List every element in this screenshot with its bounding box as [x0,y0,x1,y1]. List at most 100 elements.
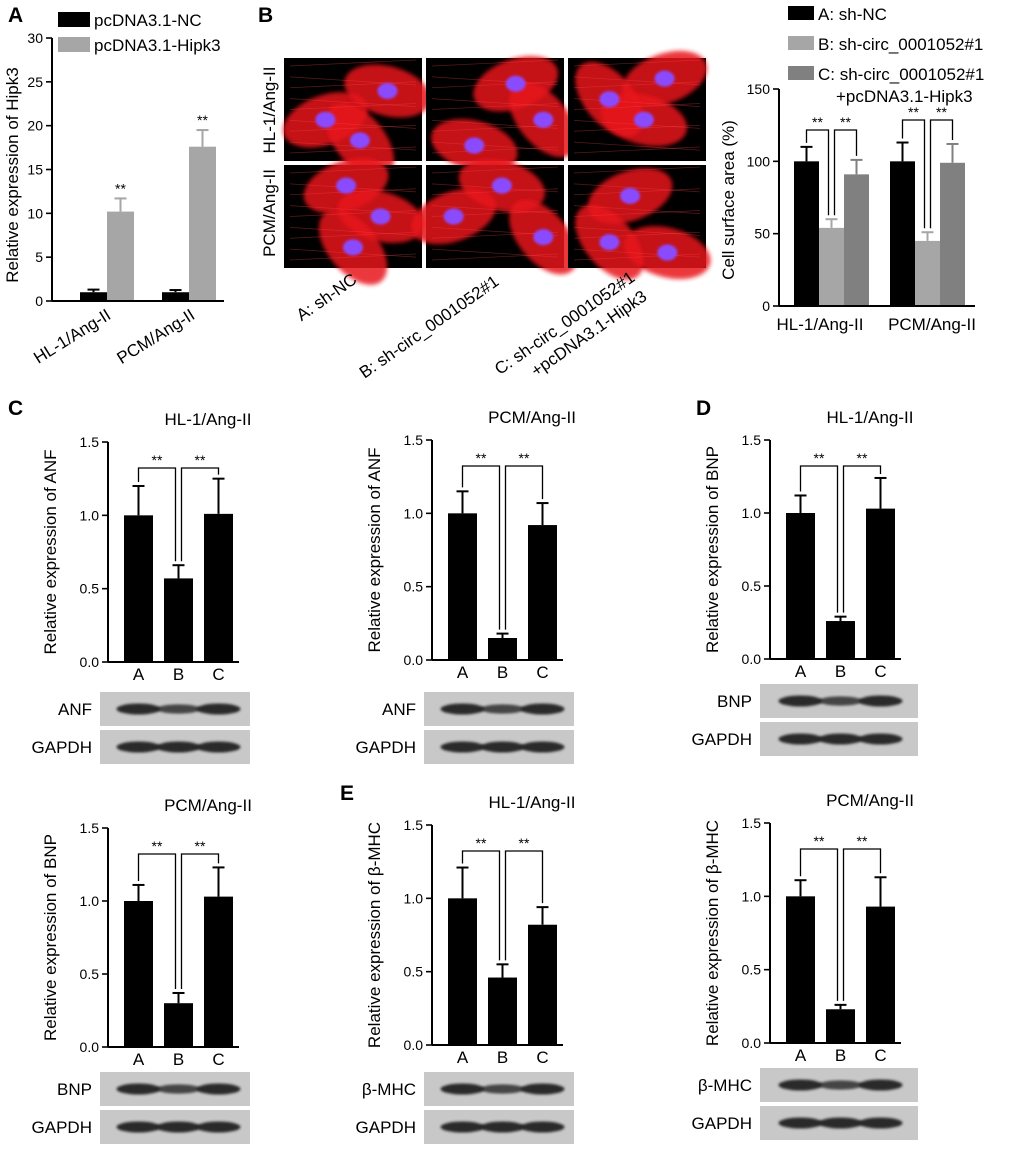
blot-label-bnp: BNP [57,1080,92,1099]
blot-band [858,695,903,707]
bar-b [488,638,517,660]
blot-band [156,704,201,714]
micrograph-hl1-c [568,50,707,161]
chart-c-pcm: 0.0 0.5 1.0 1.5 Relative expression of ANF PC… [365,408,576,682]
bar-nc [80,292,107,301]
significance-label: ** [476,835,487,851]
y-tick-label: 0.0 [742,651,762,667]
x-tick-label: A [133,665,145,684]
y-axis-label: Relative expression of ANF [365,447,384,652]
blot-band [440,741,485,753]
significance-bracket [461,465,501,630]
x-tick-label: PCM/Ang-II [114,305,199,368]
bar-b [826,621,855,659]
y-tick-label: 0.0 [742,1035,762,1051]
actin-fiber [289,81,417,89]
western-blot-c-pcm: ANF GAPDH [356,692,574,764]
y-tick-label: 1.5 [80,820,100,836]
actin-fiber [431,166,559,174]
significance-bracket [901,119,926,229]
x-tick-label: HL-1/Ang-II [30,305,114,367]
blot-band [818,733,863,745]
panel-letter-c: C [8,397,23,420]
y-tick-label: 0.5 [404,579,424,595]
blot-band [520,1083,565,1095]
blot-band [778,1117,823,1129]
actin-fiber [573,205,701,214]
significance-label: ** [195,838,206,854]
blot-band [520,1121,565,1133]
actin-fiber [431,205,559,214]
blot-label-gapdh: GAPDH [692,1114,752,1133]
column-label: B: sh-circ_0001052#1 [356,272,502,382]
legend-label: A: sh-NC [818,5,887,24]
actin-fiber [431,98,559,107]
actin-fiber [431,81,559,89]
bar-a [448,513,477,660]
y-axis-label: Relative expression of BNP [41,834,60,1041]
actin-fiber [289,146,417,154]
actin-fiber [289,120,417,129]
y-tick-label: 1.5 [404,432,424,448]
legend-swatch [788,6,814,20]
bar-series-1 [915,240,940,306]
significance-bracket [805,129,830,216]
chart-c-hl1: 0.0 0.5 1.0 1.5 Relative expression of ANF HL… [41,410,251,684]
bar-c [204,896,233,1047]
legend-swatch [58,37,90,52]
blot-band [156,1084,201,1094]
actin-fiber [573,231,701,239]
blot-band [196,1083,241,1095]
legend-label-continued: +pcDNA3.1-Hipk3 [836,87,973,106]
blot-band [196,1121,241,1133]
blot-label-gapdh: GAPDH [692,730,752,749]
chart-title: PCM/Ang-II [488,408,576,427]
panel-letter-b: B [258,4,273,27]
actin-fiber [431,253,559,261]
microscopy-panel: HL-1/Ang-II PCM/Ang-II A: sh-NCB: sh-circ_… [260,50,711,382]
actin-fiber [289,98,417,107]
x-tick-label: C [536,663,548,682]
actin-fiber [289,103,417,110]
bar-c [528,924,557,1045]
blot-band [778,733,823,745]
legend-swatch [788,36,814,50]
significance-bracket [929,119,954,229]
blot-label-gapdh: GAPDH [356,1118,416,1137]
western-blot-e-pcm: β-MHC GAPDH [692,1068,918,1140]
x-tick-label: HL-1/Ang-II [777,315,864,334]
actin-fiber [573,103,701,110]
actin-fiber [431,146,559,154]
nucleus [599,91,620,108]
y-tick-label: 5 [35,249,43,265]
actin-fiber [573,141,701,151]
actin-fiber [431,188,559,196]
nucleus [377,82,398,99]
y-tick-label: 150 [747,81,771,97]
actin-fiber [289,166,417,174]
actin-fiber [573,227,701,236]
significance-label: ** [857,833,868,849]
bar-series-1 [819,227,844,306]
actin-fiber [573,76,701,86]
blot-label-gapdh: GAPDH [32,738,92,757]
actin-fiber [289,76,417,86]
bar-a [124,901,153,1047]
actin-fiber [289,210,417,217]
micrograph-pcm-a [284,157,424,285]
significance-bracket [842,848,882,1001]
blot-band [196,741,241,753]
blot-band [440,1083,485,1095]
y-tick-label: 1.5 [80,434,100,450]
actin-fiber [573,81,701,89]
x-tick-label: B [835,662,846,681]
significance-bracket [180,853,220,989]
y-tick-label: 0.5 [404,964,424,980]
y-tick-label: 0.5 [80,581,100,597]
bar-series-2 [844,174,869,306]
blot-band [858,1079,903,1091]
panel-letter-a: A [8,4,23,27]
x-tick-label: PCM/Ang-II [888,315,976,334]
actin-fiber [431,103,559,110]
nucleus [620,187,641,204]
